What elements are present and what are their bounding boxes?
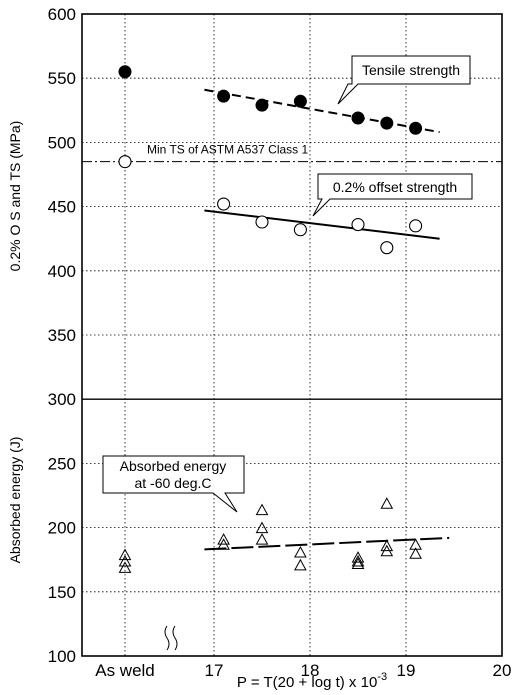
trend-lines <box>204 88 450 551</box>
data-point-offset <box>380 241 394 255</box>
data-point-energy <box>351 557 365 570</box>
y-tick-label: 250 <box>48 454 76 473</box>
data-point-energy <box>409 547 422 559</box>
y-tick-label: 300 <box>48 390 76 409</box>
data-points <box>118 65 423 573</box>
data-point-energy <box>118 554 132 567</box>
x-tick-label: 19 <box>397 661 416 680</box>
data-point-tensile <box>293 94 307 108</box>
y-tick-label: 600 <box>48 5 76 24</box>
y-axis-label-upper: 0.2% O S and TS (MPa) <box>7 121 23 272</box>
data-point-energy <box>255 533 269 545</box>
callout-absorbed-energy-line2: at -60 deg.C <box>134 475 211 491</box>
data-point-tensile <box>255 98 269 112</box>
data-point-energy <box>217 533 230 545</box>
grid-lines <box>82 14 502 656</box>
data-point-energy <box>380 539 394 552</box>
data-point-energy <box>351 554 365 567</box>
y-tick-label: 450 <box>48 198 76 217</box>
y-tick-label: 350 <box>48 326 76 345</box>
callout-offset-strength-text: 0.2% offset strength <box>333 179 457 195</box>
data-point-tensile <box>351 111 365 125</box>
data-point-energy <box>217 538 230 550</box>
axis-break-mark <box>164 625 178 651</box>
data-point-offset <box>351 218 365 232</box>
trend-line <box>204 536 450 551</box>
callout-tensile-strength: Tensile strength <box>337 55 471 105</box>
y-tick-label: 200 <box>48 519 76 538</box>
reference-line-label: Min TS of ASTM A537 Class 1 <box>147 143 309 157</box>
tick-labels: 100 150 200 250 300 350 400 450 500 550 600 As weld… <box>48 5 512 680</box>
y-tick-label: 100 <box>48 647 76 666</box>
y-tick-label: 400 <box>48 262 76 281</box>
plot-frame <box>81 13 503 657</box>
x-tick-label: As weld <box>95 661 155 680</box>
y-tick-label: 150 <box>48 583 76 602</box>
data-point-tensile <box>118 65 132 79</box>
data-point-energy <box>118 561 132 573</box>
data-point-energy <box>255 503 269 516</box>
callout-tensile-strength-text: Tensile strength <box>362 62 460 78</box>
y-axis-label-lower: Absorbed energy (J) <box>7 437 23 564</box>
data-point-energy <box>380 544 394 557</box>
callout-absorbed-energy-line1: Absorbed energy <box>120 458 227 474</box>
data-point-offset <box>255 215 269 229</box>
x-axis-label-exponent: -3 <box>377 671 387 683</box>
x-axis-label-main: P = T(20 + log t) x 10 <box>237 674 377 691</box>
data-point-offset <box>217 197 231 211</box>
callout-offset-strength: 0.2% offset strength <box>312 173 473 217</box>
callout-absorbed-energy: Absorbed energy at -60 deg.C <box>102 455 245 513</box>
callouts: Tensile strength 0.2% offset strength Ab… <box>102 55 473 513</box>
data-point-tensile <box>380 116 394 130</box>
trend-line <box>204 88 440 134</box>
x-axis-label: P = T(20 + log t) x 10-3 <box>237 671 387 691</box>
reference-lines: Min TS of ASTM A537 Class 1 <box>82 143 502 400</box>
data-point-energy <box>255 521 269 534</box>
data-point-offset <box>409 219 423 233</box>
data-point-energy <box>118 548 132 561</box>
data-point-tensile <box>409 121 423 135</box>
data-point-energy <box>294 545 307 558</box>
data-point-energy <box>351 551 365 563</box>
y-tick-label: 500 <box>48 133 76 152</box>
x-tick-label: 20 <box>493 661 512 680</box>
data-point-tensile <box>217 89 231 103</box>
data-point-offset <box>118 155 132 169</box>
data-point-offset <box>293 223 307 237</box>
x-tick-label: 18 <box>301 661 320 680</box>
data-point-energy <box>380 497 394 509</box>
x-tick-label: 17 <box>205 661 224 680</box>
y-tick-label: 550 <box>48 69 76 88</box>
data-point-energy <box>294 558 307 571</box>
trend-line <box>204 209 440 240</box>
